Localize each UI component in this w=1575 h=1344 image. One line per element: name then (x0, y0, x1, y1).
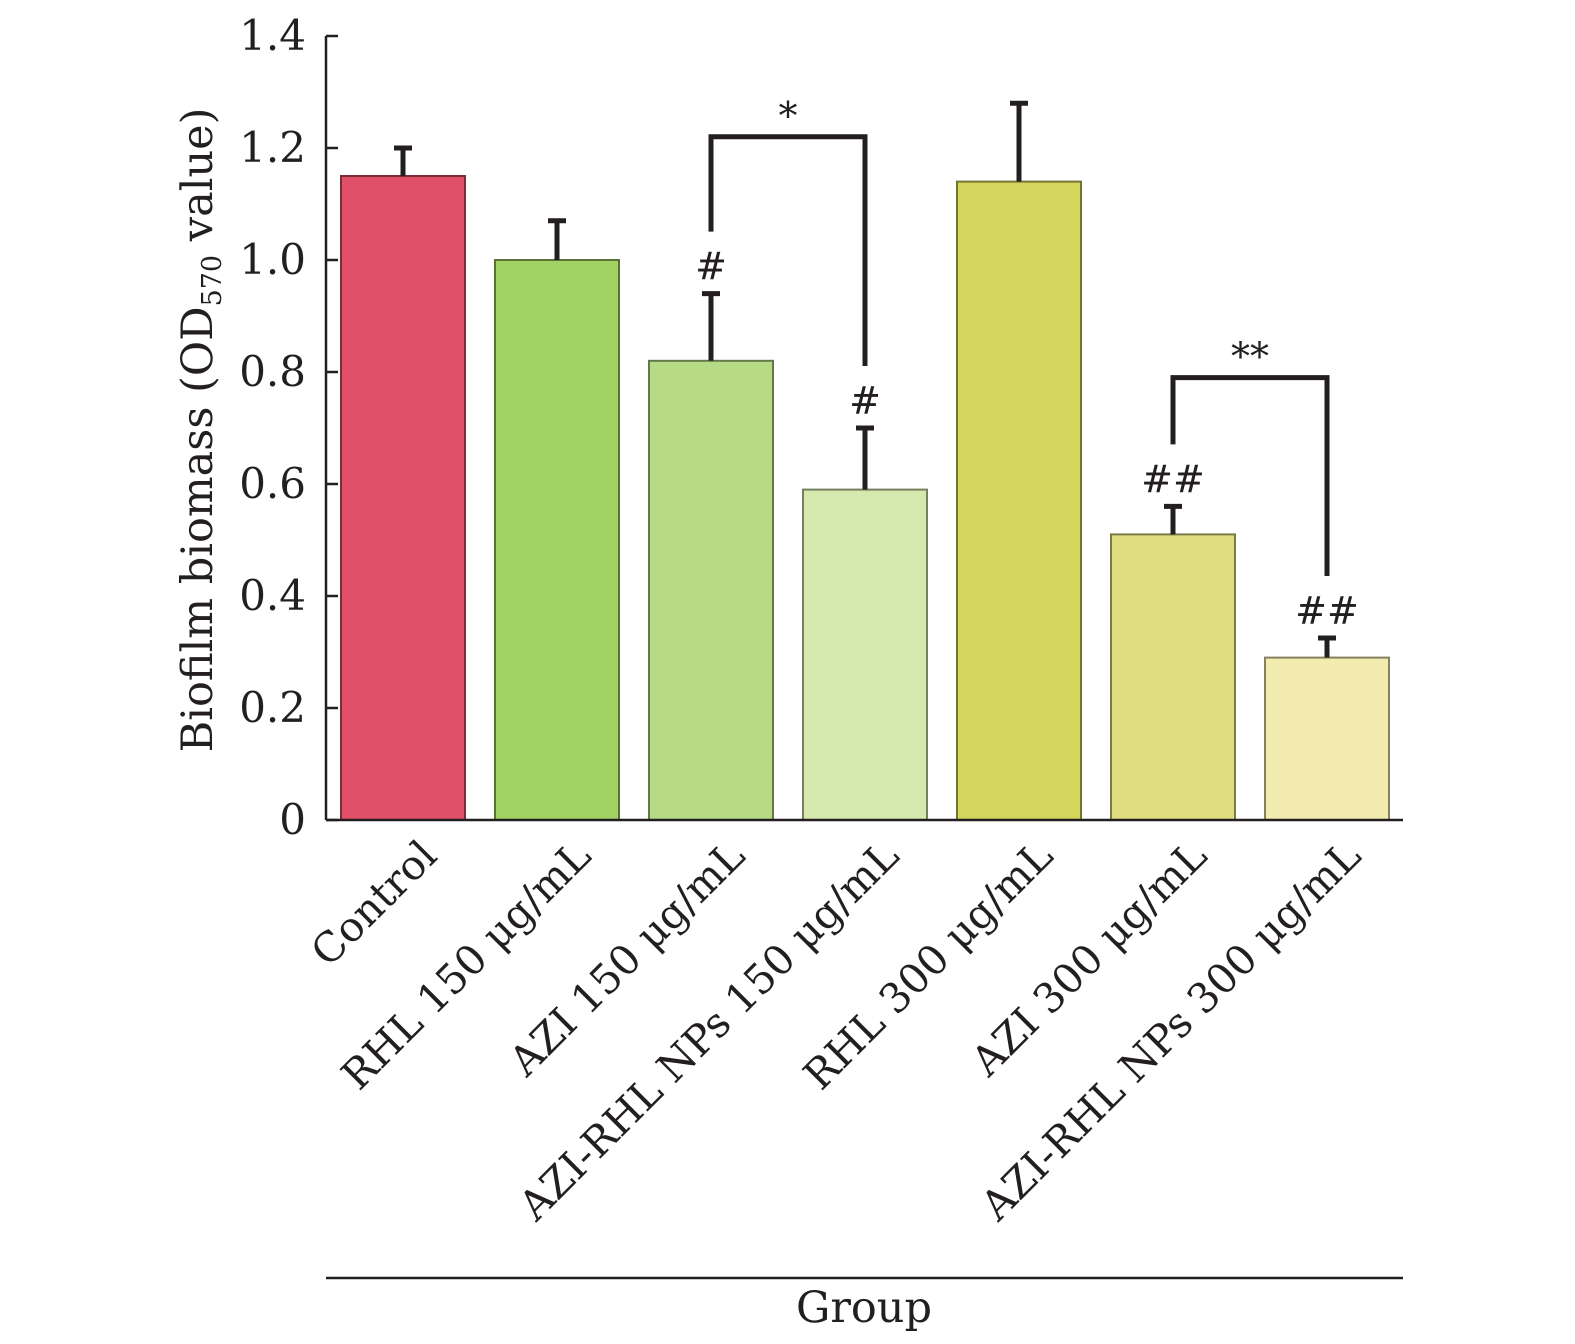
bars-group (340, 175, 1390, 822)
comparison-bracket (1170, 375, 1330, 576)
bar (648, 359, 774, 821)
bar (1110, 533, 1236, 822)
comparisons-group: *** (708, 94, 1330, 576)
comparison-bracket (708, 134, 868, 366)
y-axis-title: Biofilm biomass (OD570 value) (173, 108, 228, 753)
bar (956, 180, 1082, 822)
y-tick-label: 1.2 (239, 123, 306, 172)
y-tick-label: 0.8 (239, 347, 306, 396)
bar (340, 175, 466, 821)
y-tick-label: 0.4 (239, 571, 306, 620)
bar (1264, 656, 1390, 821)
bar (494, 259, 620, 821)
bar-significance-label: # (849, 379, 881, 423)
annotations-group: ###### (695, 245, 1359, 633)
bar-significance-label: ## (1295, 589, 1359, 633)
y-tick-label: 1.0 (239, 235, 306, 284)
y-axis-title-subscript: 570 (197, 255, 228, 307)
y-axis-title-main: Biofilm biomass (OD (173, 306, 223, 752)
y-axis-title-end: value) (173, 108, 223, 255)
y-tick-label: 1.4 (239, 11, 306, 60)
y-tick-label: 0.6 (239, 459, 306, 508)
x-axis-title: Group (796, 1283, 932, 1333)
y-tick-label: 0.2 (239, 683, 306, 732)
error-bars-group (394, 100, 1336, 658)
bar-significance-label: # (695, 245, 727, 289)
comparison-label: * (779, 94, 798, 138)
x-tick-label: Control (302, 831, 446, 975)
y-axis: 0 0.2 0.4 0.6 0.8 1.0 1.2 1.4 (239, 11, 338, 844)
comparison-label: ** (1231, 335, 1269, 379)
bar (802, 488, 928, 821)
y-tick-label: 0 (279, 795, 306, 844)
bar-significance-label: ## (1141, 457, 1205, 501)
